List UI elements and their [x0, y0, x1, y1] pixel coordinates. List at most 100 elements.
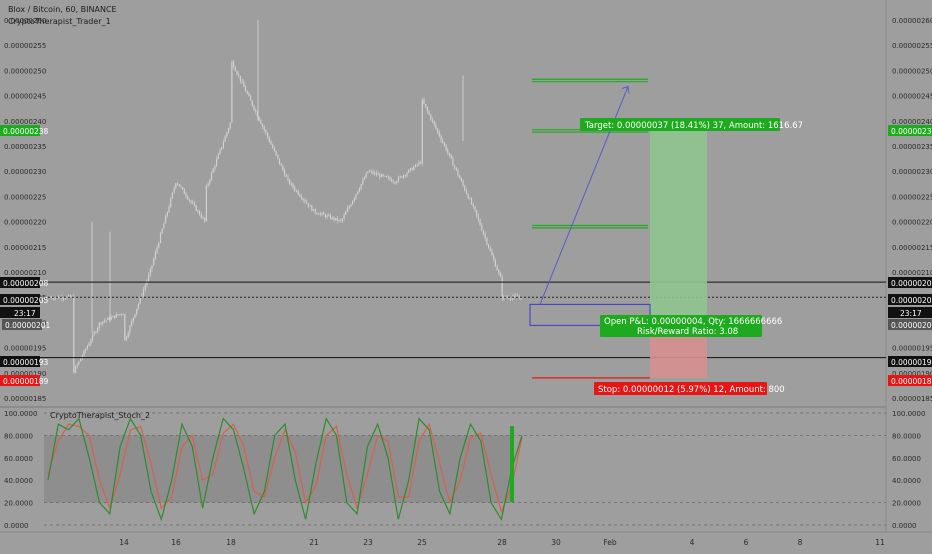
- right-entry-badge-text: 0.00000201: [891, 321, 932, 330]
- time-axis[interactable]: 14 16 18 21 23 25 28 30 Feb 4 6 8 11: [119, 538, 885, 547]
- stoch-tick-right: 20.0000: [892, 500, 921, 508]
- candle-body: [214, 165, 216, 169]
- pnl-label[interactable]: Open P&L: 0.00000004, Qty: 1666666666 Ri…: [600, 315, 782, 337]
- candle-body: [295, 190, 298, 192]
- candle-body: [363, 177, 366, 180]
- target-label-text: Target: 0.00000037 (18.41%) 37, Amount: …: [584, 121, 803, 131]
- candle-body: [151, 265, 153, 270]
- candle-body: [134, 314, 136, 318]
- entry-box[interactable]: [529, 303, 651, 326]
- stoch-d-line[interactable]: [47, 422, 523, 514]
- left-current-badge-text: 0.00000205: [3, 296, 49, 305]
- candle-body: [321, 212, 323, 214]
- right-badges: 0.00000238 0.00000208 0.00000205 23:17 0…: [888, 125, 932, 386]
- left-entry-badge: [2, 319, 42, 330]
- candle-body: [244, 86, 247, 92]
- candle-body: [362, 179, 364, 185]
- candle-body: [474, 206, 476, 211]
- left-target-badge: [0, 125, 40, 136]
- candle-body: [499, 272, 502, 277]
- stoch-axis[interactable]: 100.0000 100.0000 80.0000 80.0000 60.0000 60.…: [4, 410, 925, 530]
- candle-body: [142, 289, 145, 296]
- price-tick-left: 0.00000230: [4, 168, 46, 176]
- candle-body: [98, 322, 100, 328]
- right-stop-badge: [888, 375, 932, 386]
- price-tick-left: 0.00000215: [4, 244, 46, 252]
- stoch-tick-left: 80.0000: [4, 432, 33, 440]
- candle-body: [302, 198, 304, 200]
- candle-body: [479, 219, 481, 226]
- candle-body: [311, 205, 313, 211]
- candle-body: [173, 188, 175, 193]
- left-countdown-badge-text: 23:17: [14, 309, 36, 318]
- price-tick-left: 0.00000190: [4, 370, 46, 378]
- candle-body: [323, 212, 325, 215]
- candle-body: [457, 170, 459, 176]
- stop-label-bg: [594, 382, 767, 395]
- candle-body: [455, 167, 457, 171]
- price-tick-right: 0.00000240: [892, 118, 932, 126]
- candle-body: [108, 317, 111, 320]
- candle-body: [379, 174, 381, 178]
- candle-body: [227, 128, 230, 133]
- horizontal-levels[interactable]: [0, 281, 886, 359]
- candle-body: [102, 321, 104, 324]
- candle-body: [124, 313, 126, 340]
- candle-body: [216, 158, 218, 166]
- candle-body: [340, 219, 342, 221]
- candle-body: [105, 319, 107, 321]
- stop-label[interactable]: Stop: 0.00000012 (5.97%) 12, Amount: 800: [594, 382, 785, 395]
- candle-body: [481, 225, 483, 231]
- candle-body: [278, 158, 281, 164]
- price-tick-right: 0.00000230: [892, 168, 932, 176]
- candle-body: [365, 173, 367, 178]
- candle-body: [187, 196, 189, 200]
- script-title[interactable]: CryptoTherapist_Trader_1: [8, 17, 111, 26]
- candle-body: [183, 189, 185, 194]
- candle-body: [377, 174, 379, 176]
- candle-body: [370, 171, 372, 173]
- right-entry-badge: [888, 319, 932, 330]
- candle-body: [251, 100, 253, 106]
- price-tick-right: 0.00000235: [892, 143, 932, 151]
- candle-series[interactable]: [49, 20, 522, 374]
- candle-body: [438, 131, 440, 137]
- candle-body: [316, 212, 318, 214]
- time-tick: Feb: [603, 538, 617, 547]
- candle-body: [369, 171, 371, 173]
- candle-body: [185, 193, 187, 197]
- indicator-title[interactable]: CryptoTherapist_Stoch_2: [50, 411, 151, 420]
- candle-body: [243, 81, 245, 87]
- candle-body: [420, 162, 422, 164]
- stoch-k-line[interactable]: [47, 417, 523, 522]
- candle-body: [90, 340, 92, 344]
- candle-body: [122, 313, 124, 315]
- price-tick-left: 0.00000220: [4, 219, 46, 227]
- candle-body: [442, 140, 444, 143]
- candle-body: [423, 99, 425, 105]
- time-tick: 14: [119, 538, 129, 547]
- candle-body: [372, 171, 374, 174]
- profit-zone[interactable]: [650, 130, 707, 318]
- candle-body: [224, 136, 226, 142]
- candle-body: [170, 198, 172, 207]
- price-tick-right: 0.00000220: [892, 219, 932, 227]
- target-label[interactable]: Target: 0.00000037 (18.41%) 37, Amount: …: [580, 118, 803, 131]
- candle-body: [248, 93, 250, 97]
- candle-body: [391, 179, 393, 182]
- candle-body: [472, 204, 474, 207]
- candle-body: [486, 238, 488, 245]
- candle-body: [309, 205, 311, 207]
- stoch-tick-right: 60.0000: [892, 455, 921, 463]
- stoch-tick-left: 40.0000: [4, 477, 33, 485]
- symbol-title[interactable]: Blox / Bitcoin, 60, BINANCE: [8, 5, 117, 14]
- price-tick-left: 0.00000235: [4, 143, 46, 151]
- candle-body: [250, 96, 252, 101]
- candle-body: [69, 295, 71, 298]
- candle-body: [63, 298, 65, 300]
- candle-body: [292, 183, 294, 188]
- time-tick: 28: [497, 538, 507, 547]
- candle-body: [153, 258, 155, 266]
